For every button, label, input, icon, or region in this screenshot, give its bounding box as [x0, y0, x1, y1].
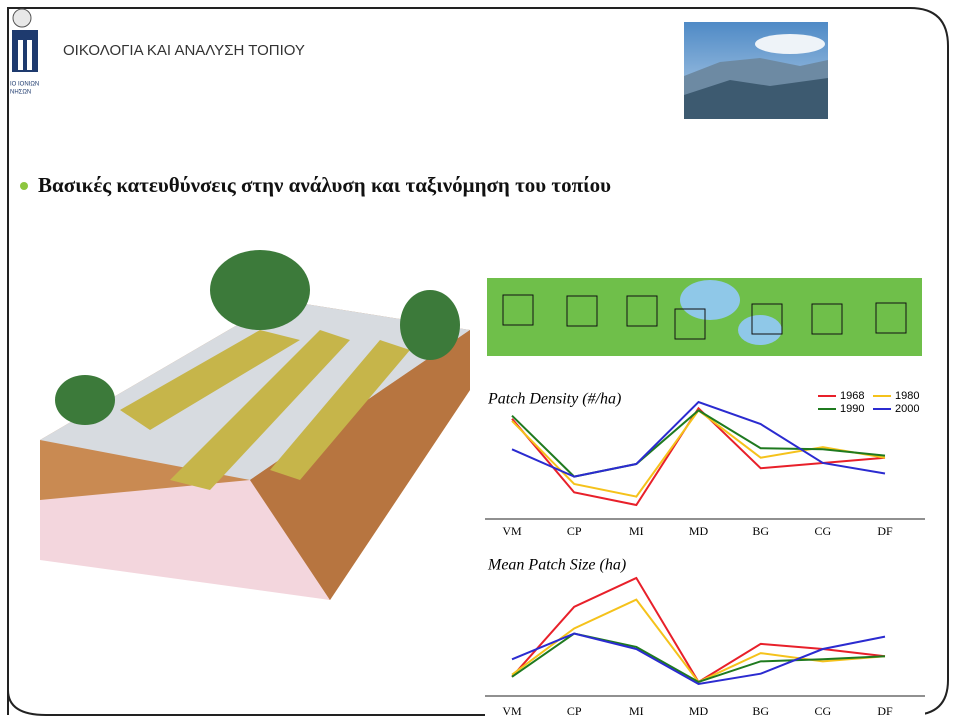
x-tick-label: CG [814, 524, 831, 538]
logo-text: ΝΗΣΩΝ [10, 90, 31, 96]
x-tick-label: BG [752, 704, 769, 718]
chart-title: Mean Patch Size (ha) [487, 557, 626, 574]
x-tick-label: CG [814, 704, 831, 718]
series-line [511, 400, 886, 478]
x-tick-label: MI [629, 524, 644, 538]
bullet-dot [20, 182, 28, 190]
x-tick-label: VM [502, 524, 522, 538]
legend-label: 1968 [840, 390, 864, 402]
x-tick-label: DF [877, 704, 893, 718]
x-tick-label: CP [567, 704, 582, 718]
x-tick-label: MD [689, 524, 709, 538]
chart-title: Patch Density (#/ha) [487, 391, 621, 408]
legend-label: 1980 [895, 390, 919, 402]
logo: ΙΟ ΙΟΝΙΩΝ ΝΗΣΩΝ [10, 8, 39, 96]
logo-text: ΙΟ ΙΟΝΙΩΝ [10, 82, 39, 88]
x-tick-label: VM [502, 704, 522, 718]
x-tick-label: CP [567, 524, 582, 538]
x-tick-label: MD [689, 704, 709, 718]
x-tick-label: BG [752, 524, 769, 538]
slide-frame [7, 7, 949, 716]
x-tick-label: DF [877, 524, 893, 538]
land-cover-map [487, 278, 922, 356]
legend-label: 2000 [895, 403, 919, 415]
legend-label: 1990 [840, 403, 864, 415]
mountain-photo [684, 22, 828, 119]
x-tick-label: MI [629, 704, 644, 718]
bullet-text: Βασικές κατευθύνσεις στην ανάλυση και τα… [38, 173, 611, 197]
series-line [511, 632, 886, 686]
course-title: ΟΙΚΟΛΟΓΙΑ ΚΑΙ ΑΝΑΛΥΣΗ ΤΟΠΙΟΥ [63, 42, 305, 59]
chart-panel [485, 380, 925, 718]
landscape-illustration [40, 250, 470, 600]
